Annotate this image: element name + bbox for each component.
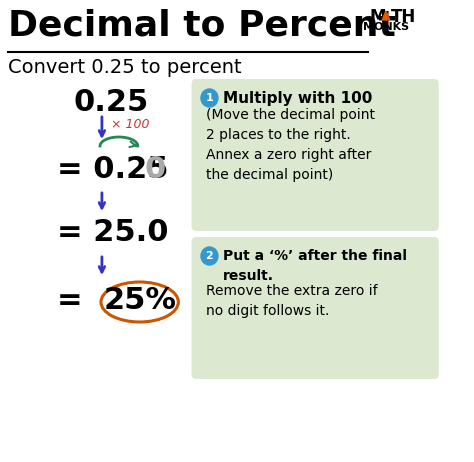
Text: = 0.25: = 0.25 [56,155,168,184]
FancyBboxPatch shape [191,79,439,231]
Text: 0.25: 0.25 [74,88,149,117]
Text: = 25.0: = 25.0 [56,218,168,247]
Text: M: M [370,8,386,26]
Circle shape [201,89,218,107]
Text: MONKS: MONKS [363,22,409,32]
Text: Remove the extra zero if
no digit follows it.: Remove the extra zero if no digit follow… [206,284,377,318]
Text: Put a ‘%’ after the final
result.: Put a ‘%’ after the final result. [223,249,407,283]
Text: Decimal to Percent: Decimal to Percent [8,8,395,42]
FancyBboxPatch shape [191,237,439,379]
Text: =: = [56,286,82,315]
Polygon shape [382,11,390,20]
Text: Multiply with 100: Multiply with 100 [223,91,372,106]
Text: × 100: × 100 [111,117,150,130]
Text: 0: 0 [145,155,165,184]
Circle shape [201,247,218,265]
Text: Convert 0.25 to percent: Convert 0.25 to percent [8,58,241,77]
Text: TH: TH [391,8,416,26]
Text: 2: 2 [206,251,213,261]
Text: 1: 1 [206,93,213,103]
Text: (Move the decimal point
2 places to the right.
Annex a zero right after
the deci: (Move the decimal point 2 places to the … [206,108,375,182]
Text: 25%: 25% [103,286,176,315]
